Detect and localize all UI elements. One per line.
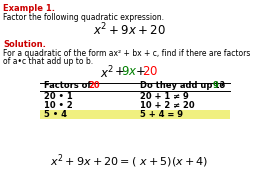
Text: $\mathbf{\mathit{x^2 + 9x + 20}}$: $\mathbf{\mathit{x^2 + 9x + 20}}$ <box>93 22 166 39</box>
Text: $\mathbf{\mathit{x^2}}$: $\mathbf{\mathit{x^2}}$ <box>100 65 114 82</box>
Text: 9: 9 <box>213 81 219 90</box>
Text: Factor the following quadratic expression.: Factor the following quadratic expressio… <box>3 13 164 22</box>
Text: 20: 20 <box>88 81 100 90</box>
Text: 5 • 4: 5 • 4 <box>44 110 67 119</box>
Text: $\mathbf{\mathit{x^2 + 9x + 20 = (\ x + 5)(x + 4)}}$: $\mathbf{\mathit{x^2 + 9x + 20 = (\ x + … <box>50 152 208 170</box>
Text: Example 1.: Example 1. <box>3 4 55 13</box>
Text: 20 • 1: 20 • 1 <box>44 92 73 101</box>
Text: Solution.: Solution. <box>3 40 46 49</box>
Text: 5 + 4 = 9: 5 + 4 = 9 <box>140 110 183 119</box>
Text: ?: ? <box>219 81 224 90</box>
Text: $\mathbf{\mathit{9x}}$: $\mathbf{\mathit{9x}}$ <box>121 65 138 78</box>
Text: For a quadratic of the form ax² + bx + c, find if there are factors: For a quadratic of the form ax² + bx + c… <box>3 49 250 58</box>
Text: of a•c that add up to b.: of a•c that add up to b. <box>3 57 93 66</box>
Text: $\mathbf{\mathit{+}}$: $\mathbf{\mathit{+}}$ <box>114 65 125 78</box>
Text: Factors of: Factors of <box>44 81 94 90</box>
Text: $\mathbf{\mathit{20}}$: $\mathbf{\mathit{20}}$ <box>142 65 158 78</box>
Text: 20 + 1 ≠ 9: 20 + 1 ≠ 9 <box>140 92 189 101</box>
Text: $\mathbf{\mathit{+}}$: $\mathbf{\mathit{+}}$ <box>135 65 146 78</box>
Text: 10 + 2 ≠ 20: 10 + 2 ≠ 20 <box>140 101 195 110</box>
FancyBboxPatch shape <box>40 110 230 119</box>
Text: Do they add up to: Do they add up to <box>140 81 228 90</box>
Text: 10 • 2: 10 • 2 <box>44 101 73 110</box>
